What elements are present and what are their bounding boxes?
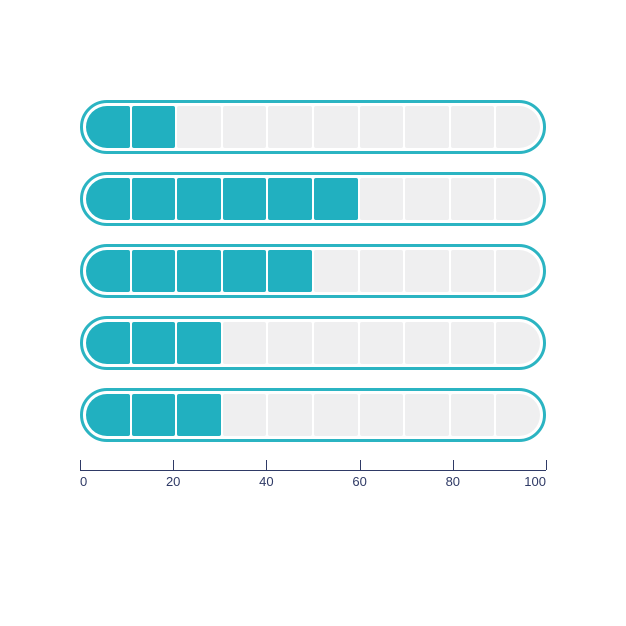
bars-container bbox=[80, 100, 546, 442]
scale-baseline bbox=[80, 470, 546, 471]
segment-empty bbox=[223, 322, 267, 364]
scale-label: 20 bbox=[166, 474, 180, 489]
segment-empty bbox=[405, 250, 449, 292]
progress-bar-chart: 0 20 40 60 80 100 bbox=[80, 100, 546, 500]
segment-filled bbox=[177, 250, 221, 292]
progress-bar-5 bbox=[80, 388, 546, 442]
segment-empty bbox=[496, 394, 540, 436]
segment-empty bbox=[177, 106, 221, 148]
segment-empty bbox=[451, 394, 495, 436]
segment-filled bbox=[86, 394, 130, 436]
scale-label: 60 bbox=[352, 474, 366, 489]
segment-filled bbox=[132, 394, 176, 436]
segment-empty bbox=[223, 106, 267, 148]
segment-empty bbox=[314, 322, 358, 364]
segment-empty bbox=[360, 178, 404, 220]
segment-filled bbox=[177, 322, 221, 364]
x-axis-scale: 0 20 40 60 80 100 bbox=[80, 460, 546, 500]
scale-label: 40 bbox=[259, 474, 273, 489]
segment-filled bbox=[314, 178, 358, 220]
segment-empty bbox=[496, 178, 540, 220]
segment-empty bbox=[268, 106, 312, 148]
segment-empty bbox=[496, 106, 540, 148]
segment-empty bbox=[405, 394, 449, 436]
progress-bar-4 bbox=[80, 316, 546, 370]
segment-filled bbox=[177, 394, 221, 436]
segment-filled bbox=[132, 106, 176, 148]
segment-empty bbox=[360, 250, 404, 292]
scale-label: 100 bbox=[524, 474, 546, 489]
segment-empty bbox=[360, 106, 404, 148]
segment-empty bbox=[268, 394, 312, 436]
scale-tick bbox=[266, 460, 267, 470]
segment-filled bbox=[86, 250, 130, 292]
segment-filled bbox=[223, 250, 267, 292]
segment-empty bbox=[405, 106, 449, 148]
segment-empty bbox=[451, 178, 495, 220]
segment-filled bbox=[268, 250, 312, 292]
scale-tick bbox=[453, 460, 454, 470]
scale-label: 80 bbox=[446, 474, 460, 489]
segment-filled bbox=[86, 178, 130, 220]
segment-filled bbox=[268, 178, 312, 220]
segment-empty bbox=[405, 322, 449, 364]
progress-bar-3 bbox=[80, 244, 546, 298]
segment-empty bbox=[496, 250, 540, 292]
progress-bar-2 bbox=[80, 172, 546, 226]
segment-empty bbox=[360, 322, 404, 364]
segment-empty bbox=[314, 106, 358, 148]
scale-tick bbox=[546, 460, 547, 470]
segment-filled bbox=[223, 178, 267, 220]
segment-empty bbox=[405, 178, 449, 220]
segment-filled bbox=[86, 106, 130, 148]
segment-filled bbox=[132, 178, 176, 220]
segment-empty bbox=[223, 394, 267, 436]
segment-empty bbox=[496, 322, 540, 364]
segment-empty bbox=[451, 322, 495, 364]
segment-empty bbox=[314, 394, 358, 436]
scale-tick bbox=[80, 460, 81, 470]
scale-tick bbox=[173, 460, 174, 470]
scale-label: 0 bbox=[80, 474, 87, 489]
segment-empty bbox=[268, 322, 312, 364]
scale-tick bbox=[360, 460, 361, 470]
segment-filled bbox=[177, 178, 221, 220]
segment-empty bbox=[451, 106, 495, 148]
segment-empty bbox=[360, 394, 404, 436]
segment-empty bbox=[451, 250, 495, 292]
progress-bar-1 bbox=[80, 100, 546, 154]
segment-empty bbox=[314, 250, 358, 292]
segment-filled bbox=[132, 322, 176, 364]
segment-filled bbox=[86, 322, 130, 364]
segment-filled bbox=[132, 250, 176, 292]
